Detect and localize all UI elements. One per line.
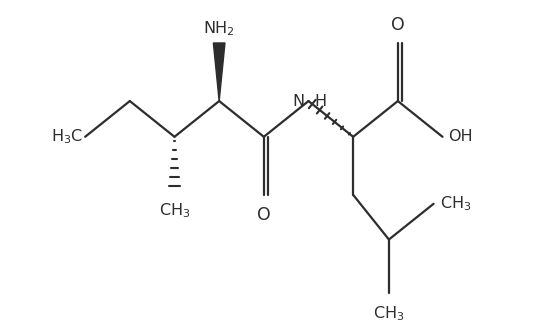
Text: CH$_3$: CH$_3$ xyxy=(373,304,405,323)
Text: OH: OH xyxy=(448,129,472,144)
Polygon shape xyxy=(213,43,225,101)
Text: CH$_3$: CH$_3$ xyxy=(159,202,190,220)
Text: CH$_3$: CH$_3$ xyxy=(441,194,472,213)
Text: N: N xyxy=(293,93,305,109)
Text: O: O xyxy=(257,206,271,224)
Text: H$_3$C: H$_3$C xyxy=(51,127,83,146)
Text: O: O xyxy=(391,16,405,34)
Text: NH$_2$: NH$_2$ xyxy=(204,19,235,38)
Text: H: H xyxy=(315,93,327,109)
